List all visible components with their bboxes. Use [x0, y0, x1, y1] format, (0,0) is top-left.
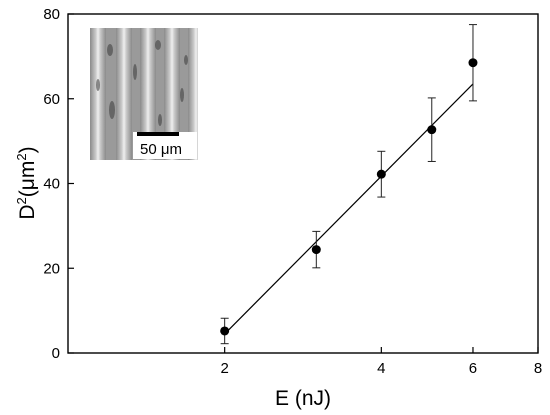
y-tick-label: 20: [43, 260, 60, 277]
inset-image: 50 μm: [90, 28, 198, 160]
y-tick-label: 80: [43, 6, 60, 23]
y-axis-title-unit-sup: 2: [14, 153, 29, 160]
y-axis-title-sup: 2: [14, 197, 29, 204]
scale-bar-box: [133, 132, 197, 159]
x-tick-label: 4: [377, 360, 385, 377]
x-tick-label: 8: [534, 360, 542, 377]
fit-line: [224, 83, 474, 335]
fit-line-group: [224, 83, 474, 335]
y-axis-title-unit-close: ): [16, 146, 39, 153]
x-tick-label: 6: [469, 360, 477, 377]
data-point: [376, 169, 386, 179]
y-axis-title-unit-open: (μm: [16, 161, 39, 198]
y-axis-title-base: D: [16, 204, 39, 219]
scale-bar: [137, 132, 179, 136]
data-point: [220, 326, 230, 336]
scale-bar-label: 50 μm: [140, 141, 182, 158]
data-point: [311, 245, 321, 255]
y-tick-label: 40: [43, 176, 60, 193]
data-point: [468, 58, 478, 68]
x-axis-title: E (nJ): [275, 387, 331, 410]
y-tick-label: 60: [43, 91, 60, 108]
y-axis-title: D2(μm2): [14, 146, 39, 219]
data-point: [427, 125, 437, 135]
y-tick-label: 0: [52, 345, 60, 362]
data-points: [220, 24, 478, 345]
svg-text:D2(μm2): D2(μm2): [14, 146, 39, 219]
x-tick-label: 2: [220, 360, 228, 377]
